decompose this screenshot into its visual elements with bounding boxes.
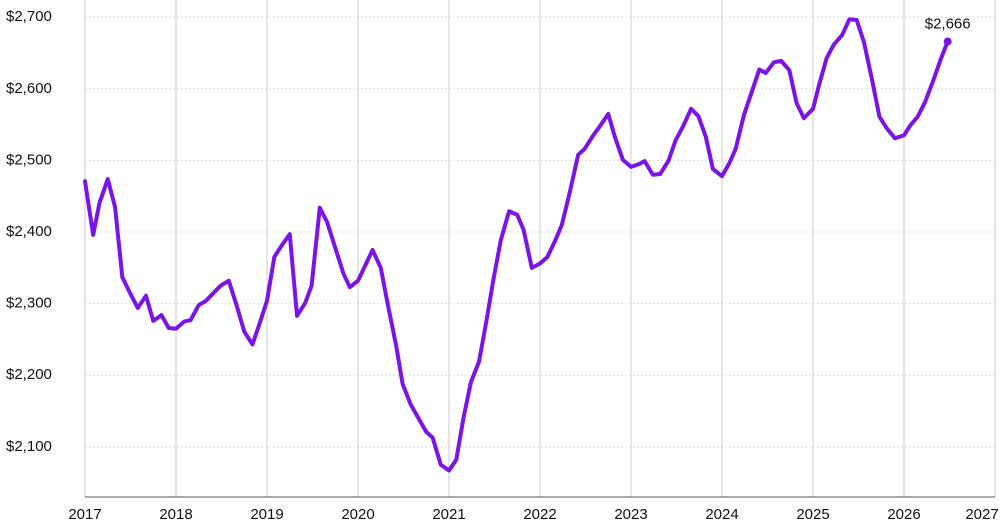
end-point <box>943 37 952 46</box>
x-tick-label: 2020 <box>341 506 374 523</box>
y-tick-label: $2,200 <box>6 366 52 383</box>
x-tick-label: 2027 <box>965 506 998 523</box>
x-tick-label: 2021 <box>432 506 465 523</box>
x-tick-label: 2026 <box>887 506 920 523</box>
y-tick-label: $2,400 <box>6 223 52 240</box>
x-tick-label: 2019 <box>250 506 283 523</box>
data-label: $2,666 <box>925 16 971 33</box>
y-tick-label: $2,300 <box>6 295 52 312</box>
x-tick-label: 2018 <box>159 506 192 523</box>
y-tick-label: $2,700 <box>6 8 52 25</box>
x-tick-label: 2023 <box>614 506 647 523</box>
x-tick-label: 2024 <box>705 506 738 523</box>
y-tick-label: $2,500 <box>6 151 52 168</box>
x-tick-label: 2025 <box>796 506 829 523</box>
y-tick-label: $2,100 <box>6 438 52 455</box>
y-tick-label: $2,600 <box>6 80 52 97</box>
line <box>83 17 950 473</box>
x-tick-label: 2022 <box>523 506 556 523</box>
x-tick-label: 2017 <box>68 506 101 523</box>
